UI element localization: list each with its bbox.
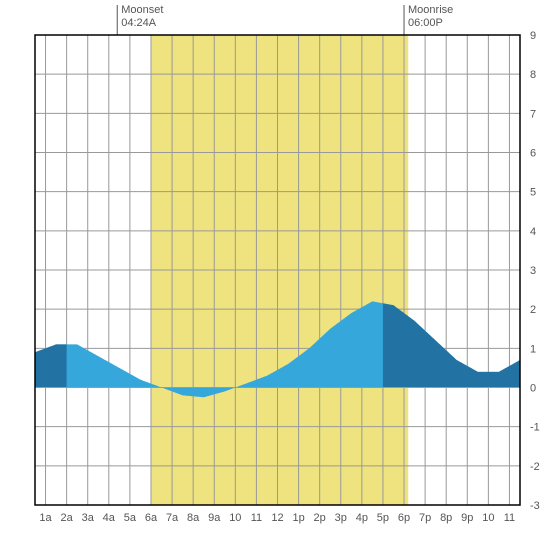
x-tick-label: 10 (482, 512, 494, 524)
y-tick-label: 1 (530, 343, 536, 355)
x-tick-label: 3a (82, 512, 95, 524)
x-tick-label: 11 (504, 512, 515, 524)
x-tick-label: 11 (251, 512, 262, 524)
y-tick-label: 5 (530, 187, 536, 199)
x-tick-label: 1p (292, 512, 304, 524)
moon-event-name: Moonrise (408, 4, 453, 17)
x-tick-label: 7p (419, 512, 431, 524)
x-tick-label: 5a (124, 512, 137, 524)
y-tick-label: 3 (530, 265, 536, 277)
x-tick-label: 8p (440, 512, 452, 524)
x-tick-label: 6p (398, 512, 410, 524)
y-tick-label: -1 (530, 422, 540, 434)
x-tick-label: 5p (377, 512, 389, 524)
y-tick-label: 6 (530, 148, 536, 160)
y-tick-label: 4 (530, 226, 536, 238)
y-tick-label: 0 (530, 383, 536, 395)
x-tick-label: 6a (145, 512, 158, 524)
moon-event-name: Moonset (121, 4, 163, 17)
moon-event-time: 06:00P (408, 17, 453, 30)
chart-svg: 1a2a3a4a5a6a7a8a9a1011121p2p3p4p5p6p7p8p… (0, 0, 550, 550)
x-tick-label: 9a (208, 512, 221, 524)
y-tick-label: -3 (530, 500, 540, 512)
x-tick-label: 1a (39, 512, 52, 524)
y-tick-label: 2 (530, 304, 536, 316)
x-tick-label: 3p (335, 512, 347, 524)
x-tick-label: 9p (461, 512, 473, 524)
moon-event-time: 04:24A (121, 17, 163, 30)
x-tick-label: 4a (103, 512, 116, 524)
tide-chart: 1a2a3a4a5a6a7a8a9a1011121p2p3p4p5p6p7p8p… (0, 0, 550, 550)
x-tick-label: 10 (229, 512, 241, 524)
y-tick-label: -2 (530, 461, 540, 473)
x-tick-label: 12 (271, 512, 283, 524)
y-tick-label: 8 (530, 69, 536, 81)
x-tick-label: 2a (61, 512, 74, 524)
x-tick-label: 7a (166, 512, 179, 524)
x-tick-label: 2p (314, 512, 326, 524)
moonset-label: Moonset04:24A (121, 4, 163, 30)
x-tick-label: 8a (187, 512, 200, 524)
moonrise-label: Moonrise06:00P (408, 4, 453, 30)
x-tick-label: 4p (356, 512, 368, 524)
y-tick-label: 7 (530, 108, 536, 120)
y-tick-label: 9 (530, 30, 536, 42)
